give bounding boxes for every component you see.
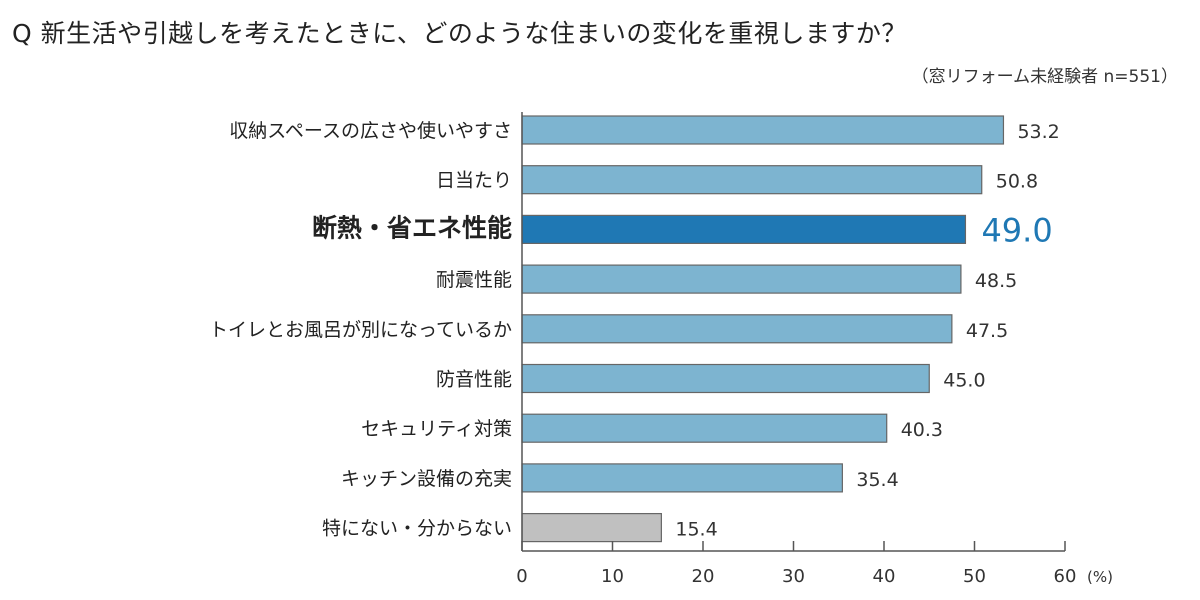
bar	[521, 165, 983, 195]
category-label: 断熱・省エネ性能	[312, 213, 512, 242]
bar	[521, 512, 662, 543]
category-label: 特にない・分からない	[322, 518, 512, 540]
x-tick-label: 40	[873, 566, 896, 587]
value-label: 48.5	[975, 270, 1017, 292]
value-label: 49.0	[981, 211, 1052, 249]
category-label: 収納スペースの広さや使いやすさ	[229, 120, 512, 142]
value-label: 15.4	[675, 519, 717, 541]
bar	[521, 463, 843, 493]
category-label: 防音性能	[436, 369, 512, 391]
value-label: 50.8	[996, 171, 1038, 193]
x-tick-label: 10	[601, 566, 624, 587]
bar	[521, 115, 1005, 145]
value-label: 47.5	[966, 320, 1008, 342]
x-tick-label: 30	[782, 566, 805, 587]
category-label: 耐震性能	[436, 269, 512, 291]
category-label: キッチン設備の充実	[341, 468, 512, 490]
category-label: 日当たり	[436, 170, 512, 192]
value-label: 40.3	[901, 419, 943, 441]
bar	[521, 363, 930, 394]
bar	[521, 264, 962, 294]
bar	[521, 214, 967, 244]
bar	[521, 413, 888, 443]
x-unit-label: (%)	[1087, 568, 1113, 586]
x-tick-label: 50	[963, 566, 986, 587]
value-label: 53.2	[1017, 121, 1059, 143]
x-tick-label: 20	[692, 566, 715, 587]
chart-subtitle: （窓リフォーム未経験者 n=551）	[911, 67, 1178, 87]
value-label: 35.4	[856, 469, 898, 491]
value-label: 45.0	[943, 370, 985, 392]
category-label: トイレとお風呂が別になっているか	[209, 319, 512, 341]
category-label: セキュリティ対策	[361, 418, 512, 440]
x-tick-label: 60	[1054, 566, 1077, 587]
chart-title: Q 新生活や引越しを考えたときに、どのような住まいの変化を重視しますか？	[12, 19, 907, 48]
bar	[521, 314, 953, 344]
x-tick-label: 0	[516, 566, 527, 587]
